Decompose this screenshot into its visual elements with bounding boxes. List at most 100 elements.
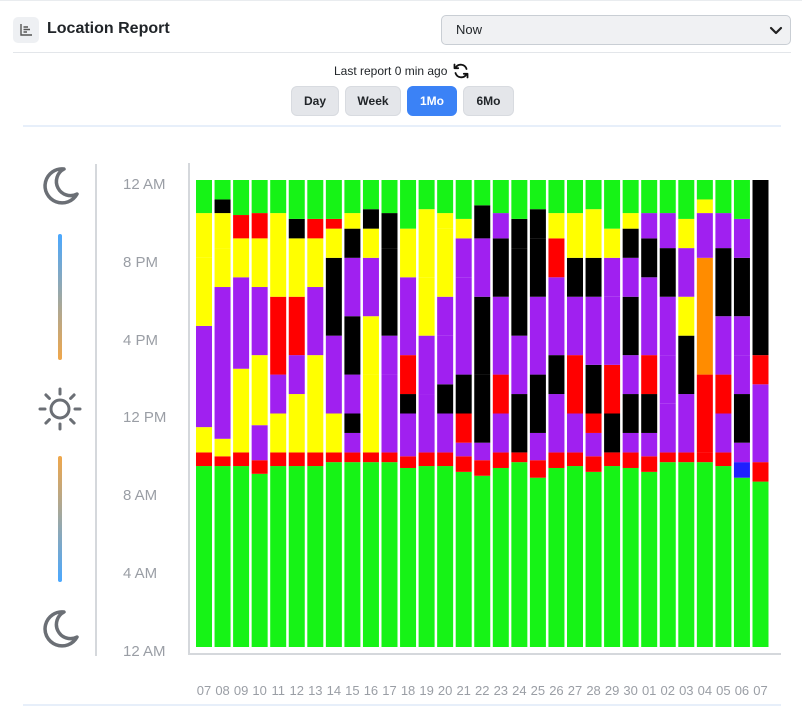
heatmap-cell: [678, 296, 695, 336]
heatmap-cell: [233, 368, 250, 453]
section-divider-bottom: [23, 704, 781, 706]
heatmap-cell: [641, 355, 658, 395]
heatmap-cell: [659, 296, 676, 356]
range-button-day[interactable]: Day: [291, 86, 339, 116]
x-tick-label: 18: [400, 683, 416, 698]
x-tick-label: 05: [716, 683, 731, 698]
day-column: [214, 180, 231, 647]
heatmap-cell: [733, 180, 750, 219]
x-tick-label: 22: [475, 683, 490, 698]
heatmap-cell: [344, 316, 361, 375]
heatmap-cell: [344, 228, 361, 258]
x-tick-label: 28: [586, 683, 601, 698]
heatmap-cell: [288, 394, 305, 453]
heatmap-cell: [455, 456, 472, 472]
range-button-week[interactable]: Week: [345, 86, 401, 116]
heatmap-cell: [715, 213, 732, 249]
heatmap-cell: [752, 481, 769, 647]
heatmap-cell: [567, 466, 583, 647]
heatmap-cell: [678, 218, 695, 249]
heatmap-cell: [381, 335, 398, 375]
heatmap-cell: [400, 180, 417, 229]
x-tick-label: 30: [623, 683, 638, 698]
heatmap-cell: [752, 462, 769, 482]
x-tick-label: 06: [734, 683, 750, 698]
heatmap-cell: [622, 355, 639, 395]
heatmap-cell: [474, 475, 491, 647]
y-axis-line: [188, 163, 190, 655]
heatmap-cell: [344, 432, 361, 453]
heatmap-cell: [437, 228, 454, 297]
heatmap-cell: [270, 374, 287, 414]
heatmap-cell: [622, 180, 639, 214]
heatmap-cell: [455, 471, 472, 647]
heatmap-cell: [288, 466, 305, 647]
day-column: [307, 180, 324, 647]
heatmap-cell: [251, 287, 268, 356]
heatmap-cell: [325, 452, 342, 463]
heatmap-cell: [251, 473, 268, 647]
heatmap-cell: [270, 296, 287, 375]
heatmap-cell: [492, 413, 509, 453]
x-tick-label: 26: [549, 683, 564, 698]
day-column: [715, 180, 732, 647]
day-column: [604, 180, 621, 647]
heatmap-cell: [362, 374, 379, 453]
heatmap-cell: [529, 209, 546, 239]
heatmap-cell: [437, 180, 454, 214]
heatmap-cell: [381, 462, 398, 647]
heatmap-cell: [567, 296, 583, 356]
heatmap-cell: [511, 394, 528, 453]
x-tick-label: 14: [326, 683, 342, 698]
heatmap-cell: [437, 413, 454, 453]
y-tick-label: 12 PM: [123, 409, 167, 427]
heatmap-cell: [529, 296, 546, 375]
time-select[interactable]: Now: [441, 15, 791, 45]
heatmap-cell: [455, 277, 472, 375]
heatmap-cell: [325, 462, 342, 647]
y-tick-label: 12 AM: [123, 176, 166, 193]
day-column: [474, 180, 491, 647]
heatmap-cell: [233, 180, 250, 216]
heatmap-cell: [529, 374, 546, 433]
heatmap-cell: [251, 425, 268, 461]
heatmap-cell: [492, 296, 509, 375]
heatmap-cell: [604, 296, 621, 365]
heatmap-cell: [307, 413, 324, 453]
heatmap-cell: [288, 355, 305, 395]
heatmap-cell: [455, 238, 472, 278]
heatmap-cell: [418, 394, 435, 453]
heatmap-cell: [733, 218, 750, 258]
heatmap-cell: [548, 238, 565, 278]
heatmap-cell: [251, 238, 268, 288]
heatmap-cell: [344, 213, 361, 229]
heatmap-cell: [622, 394, 639, 433]
heatmap-cell: [214, 213, 231, 249]
refresh-icon[interactable]: [452, 62, 470, 80]
heatmap-cell: [529, 460, 546, 478]
heatmap-cell: [196, 180, 212, 214]
heatmap-cell: [214, 248, 231, 288]
heatmap-cell: [270, 466, 287, 647]
heatmap-cell: [604, 452, 621, 467]
x-tick-label: 20: [437, 683, 453, 698]
day-column: [567, 180, 583, 647]
day-column: [696, 180, 713, 647]
heatmap-cell: [307, 180, 324, 219]
range-button-1mo[interactable]: 1Mo: [407, 86, 457, 116]
range-button-6mo[interactable]: 6Mo: [463, 86, 514, 116]
heatmap-cell: [362, 209, 379, 229]
heatmap-cell: [474, 205, 491, 239]
y-tick-label: 4 PM: [123, 331, 159, 349]
heatmap-cell: [196, 452, 212, 467]
heatmap-cell: [715, 248, 732, 317]
heatmap-cell: [288, 218, 305, 239]
heatmap-cell: [752, 384, 769, 463]
heatmap-cell: [715, 413, 732, 453]
heatmap-cell: [288, 296, 305, 356]
y-tick-label: 4 AM: [123, 565, 158, 582]
x-tick-label: 13: [308, 683, 323, 698]
day-column: [585, 180, 602, 647]
heatmap-cell: [325, 335, 342, 414]
